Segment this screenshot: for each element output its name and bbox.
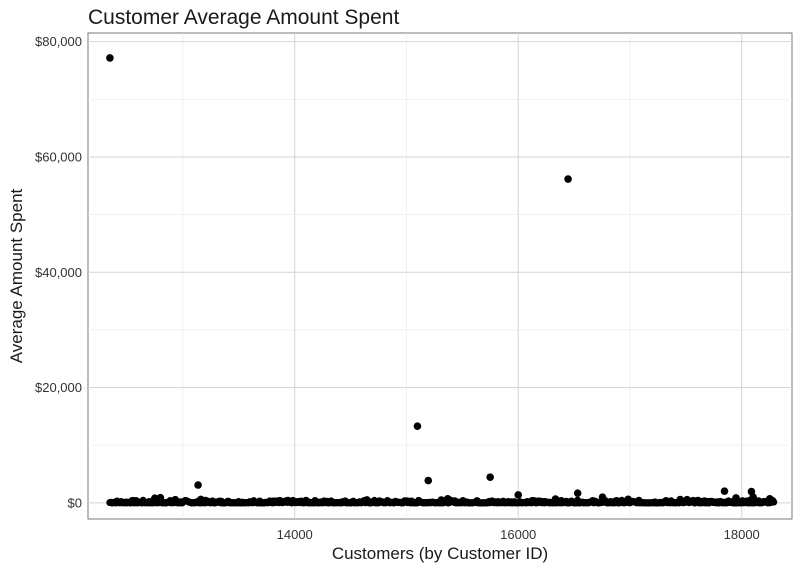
- data-point: [424, 476, 433, 485]
- data-point: [194, 481, 202, 489]
- chart-title: Customer Average Amount Spent: [88, 6, 400, 29]
- data-point: [413, 422, 422, 430]
- data-point: [676, 495, 685, 504]
- data-point: [151, 494, 159, 502]
- data-point: [171, 495, 180, 504]
- data-point: [564, 175, 572, 183]
- y-tick-label: $80,000: [35, 34, 82, 49]
- y-tick-label: $20,000: [35, 380, 82, 395]
- data-point: [443, 495, 452, 503]
- data-point: [573, 489, 582, 497]
- data-point: [437, 496, 446, 504]
- data-point: [197, 495, 205, 504]
- grid: [88, 33, 792, 519]
- y-axis-ticks: $0 $20,000 $40,000 $60,000 $80,000: [35, 34, 82, 510]
- y-tick-label: $60,000: [35, 149, 82, 164]
- data-point: [514, 491, 523, 499]
- plot-panel: [87, 32, 793, 520]
- x-tick-label: 18000: [724, 527, 760, 542]
- data-point: [106, 54, 114, 62]
- data-point: [765, 495, 774, 503]
- data-point: [683, 495, 691, 504]
- y-axis-label: Average Amount Spent: [7, 188, 26, 363]
- x-axis-label: Customers (by Customer ID): [332, 544, 548, 563]
- x-tick-label: 14000: [277, 527, 313, 542]
- data-point: [551, 495, 560, 503]
- data-point: [598, 493, 607, 502]
- y-tick-label: $0: [68, 495, 82, 510]
- data-point: [156, 493, 165, 502]
- data-point: [749, 493, 757, 501]
- baseline-point-band: [106, 496, 778, 507]
- y-tick-label: $40,000: [35, 265, 82, 280]
- data-points: [106, 54, 774, 504]
- data-point: [486, 473, 494, 481]
- data-point: [720, 487, 729, 495]
- x-tick-label: 16000: [500, 527, 536, 542]
- data-point: [732, 494, 740, 502]
- data-point: [624, 495, 632, 504]
- x-axis-ticks: 14000 16000 18000: [277, 527, 760, 542]
- data-point: [363, 496, 371, 504]
